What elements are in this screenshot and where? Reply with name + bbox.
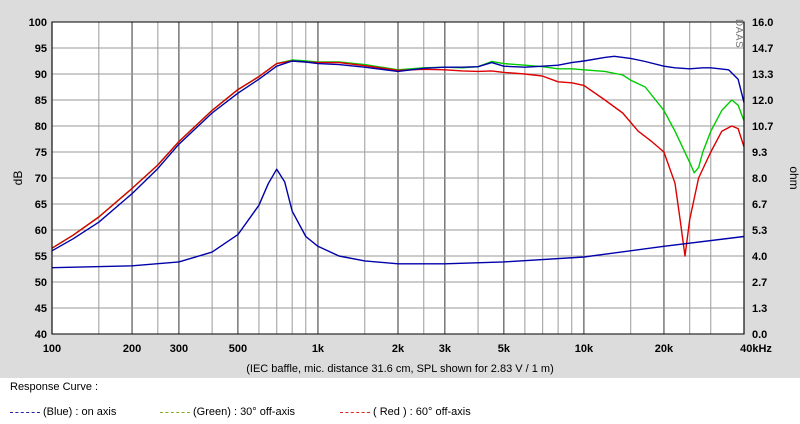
y-left-tick-label: 40 — [35, 329, 47, 341]
y-right-tick-label: 13.3 — [752, 69, 773, 81]
y-right-tick-label: 16.0 — [752, 17, 773, 29]
y-left-tick-label: 90 — [35, 69, 47, 81]
legend-label-blue: (Blue) : on axis — [43, 406, 117, 418]
y-left-tick-label: 100 — [29, 17, 47, 29]
x-tick-label: 5k — [498, 343, 511, 355]
x-tick-label: 20k — [655, 343, 674, 355]
y-right-tick-label: 12.0 — [752, 95, 773, 107]
y-right-tick-label: 2.7 — [752, 277, 767, 289]
y-left-tick-label: 60 — [35, 225, 47, 237]
series-line-1 — [51, 60, 745, 257]
x-tick-label: 2k — [392, 343, 405, 355]
y-right-tick-label: 6.7 — [752, 199, 767, 211]
y-right-tick-label: 14.7 — [752, 43, 773, 55]
y-left-tick-label: 70 — [35, 173, 47, 185]
legend-item-green: (Green) : 30° off-axis — [160, 406, 295, 418]
legend-swatch-blue — [10, 411, 40, 413]
y-axis-left-label: dB — [11, 171, 25, 186]
legend-label-green: (Green) : 30° off-axis — [193, 406, 296, 418]
y-left-tick-label: 65 — [35, 199, 47, 211]
series-line-3 — [51, 168, 745, 269]
y-axis-right-label: ohm — [787, 166, 800, 189]
frequency-response-chart: 40 45 50 55 60 65 70 75 80 85 90 95 100 0.0 1.3 2.7 4.0 5… — [11, 17, 800, 355]
x-tick-label: 40kHz — [740, 343, 772, 355]
y-left-tick-label: 85 — [35, 95, 47, 107]
y-left-tick-label: 55 — [35, 251, 47, 263]
y-left-tick-label: 75 — [35, 147, 47, 159]
legend-item-blue: (Blue) : on axis — [10, 406, 116, 418]
x-tick-label: 200 — [123, 343, 141, 355]
x-tick-label: 3k — [439, 343, 452, 355]
legend-swatch-red — [340, 411, 370, 413]
y-right-tick-label: 9.3 — [752, 147, 767, 159]
x-tick-label: 100 — [43, 343, 61, 355]
legend-item-red: ( Red ) : 60° off-axis — [340, 406, 471, 418]
series-line-2 — [51, 55, 745, 252]
y-left-tick-label: 45 — [35, 303, 47, 315]
x-tick-label: 10k — [575, 343, 594, 355]
y-left-tick-label: 50 — [35, 277, 47, 289]
x-tick-label: 1k — [312, 343, 325, 355]
y-right-tick-label: 1.3 — [752, 303, 767, 315]
grid — [51, 21, 745, 335]
series-group — [51, 55, 745, 269]
x-tick-label: 500 — [229, 343, 247, 355]
plot-border — [51, 21, 745, 335]
chart-caption: (IEC baffle, mic. distance 31.6 cm, SPL … — [246, 363, 554, 375]
legend-label-red: ( Red ) : 60° off-axis — [373, 406, 471, 418]
y-left-tick-label: 95 — [35, 43, 47, 55]
y-right-tick-label: 10.7 — [752, 121, 773, 133]
y-right-tick-label: 5.3 — [752, 225, 767, 237]
legend-title: Response Curve : — [10, 381, 99, 393]
y-left-tick-label: 80 — [35, 121, 47, 133]
brand-watermark: DAAS — [733, 19, 744, 49]
y-right-tick-label: 4.0 — [752, 251, 767, 263]
x-tick-label: 300 — [170, 343, 188, 355]
tick-labels: 40 45 50 55 60 65 70 75 80 85 90 95 100 0.0 1.3 2.7 4.0 5… — [29, 17, 774, 355]
y-right-tick-label: 0.0 — [752, 329, 767, 341]
chart-frame: 40 45 50 55 60 65 70 75 80 85 90 95 100 0.0 1.3 2.7 4.0 5… — [0, 0, 800, 378]
y-right-tick-label: 8.0 — [752, 173, 767, 185]
legend-swatch-green — [160, 411, 190, 413]
